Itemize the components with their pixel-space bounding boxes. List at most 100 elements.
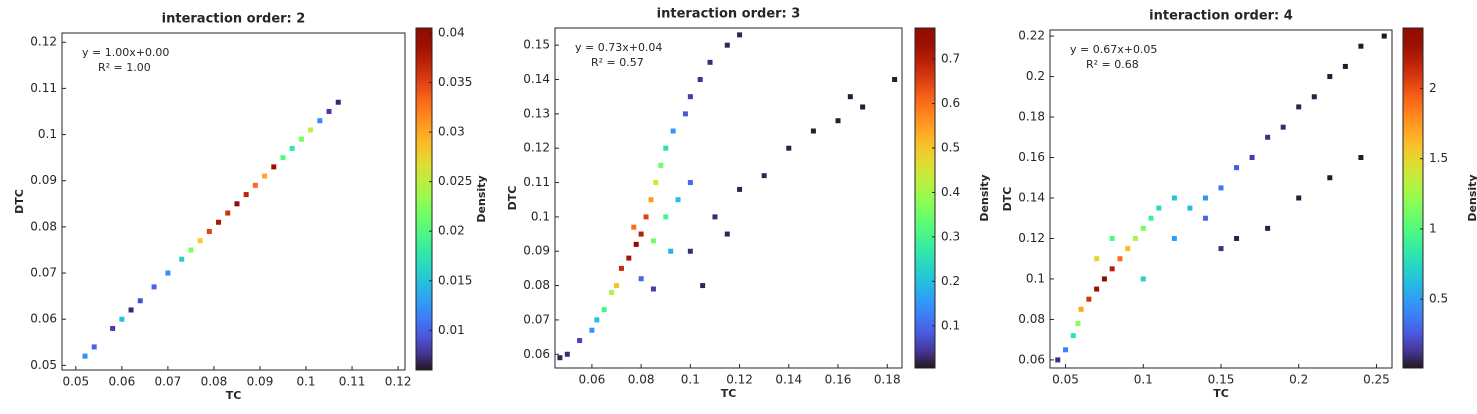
x-tick-label: 0.08 [201, 375, 228, 389]
y-tick-label: 0.06 [1018, 352, 1045, 366]
colorbar-tick-label: 1 [1429, 221, 1437, 235]
point [650, 238, 656, 244]
point [1140, 225, 1146, 231]
point [687, 180, 693, 186]
point [700, 283, 706, 289]
y-tick-label: 0.1 [38, 127, 57, 141]
point [737, 32, 743, 38]
y-tick-label: 0.09 [523, 244, 550, 258]
point [1218, 185, 1224, 191]
y-tick-label: 0.08 [30, 219, 57, 233]
point [687, 94, 693, 100]
x-tick-label: 0.05 [1052, 373, 1079, 387]
point [810, 128, 816, 134]
point [650, 286, 656, 292]
colorbar-tick-label: 0.2 [941, 274, 960, 288]
point [626, 255, 632, 261]
plot-area [1049, 29, 1393, 369]
y-axis-label: DTC [13, 189, 26, 214]
point [564, 351, 570, 357]
annotation: y = 0.73x+0.04 [575, 41, 662, 54]
y-tick-label: 0.14 [1018, 190, 1045, 204]
colorbar [1402, 27, 1424, 369]
x-tick-label: 0.15 [1208, 373, 1235, 387]
x-tick-label: 0.2 [1289, 373, 1308, 387]
colorbar-label: Density [1466, 174, 1477, 221]
point [1140, 276, 1146, 282]
point [1265, 225, 1271, 231]
colorbar-tick-label: 0.015 [438, 273, 472, 287]
point [82, 353, 88, 359]
x-tick-label: 0.1 [296, 375, 315, 389]
point [847, 94, 853, 100]
point [1234, 165, 1240, 171]
point [1156, 205, 1162, 211]
point [663, 145, 669, 151]
point [1086, 296, 1092, 302]
point [1296, 104, 1302, 110]
point [631, 224, 637, 230]
point [601, 307, 607, 313]
point [638, 231, 644, 237]
point [618, 265, 624, 271]
point [1265, 134, 1271, 140]
point [1117, 256, 1123, 262]
point [712, 214, 718, 220]
point [1171, 235, 1177, 241]
point [682, 111, 688, 117]
y-tick-label: 0.16 [1018, 150, 1045, 164]
y-axis-label: DTC [1001, 187, 1014, 212]
y-tick-label: 0.13 [523, 106, 550, 120]
y-tick-label: 0.18 [1018, 110, 1045, 124]
x-axis-label: TC [1213, 387, 1229, 400]
point [1094, 256, 1100, 262]
point [761, 173, 767, 179]
point [687, 248, 693, 254]
colorbar-label: Density [978, 174, 991, 221]
x-tick-label: 0.25 [1363, 373, 1390, 387]
y-tick-label: 0.12 [30, 35, 57, 49]
x-axis-label: TC [226, 389, 242, 402]
point [1202, 195, 1208, 201]
point [675, 197, 681, 203]
point [707, 59, 713, 65]
point [1218, 246, 1224, 252]
chart-title: interaction order: 4 [1149, 9, 1293, 24]
point [724, 231, 730, 237]
x-tick-label: 0.18 [874, 373, 901, 387]
point [835, 118, 841, 124]
colorbar-tick-label: 1.5 [1429, 151, 1448, 165]
y-tick-label: 0.11 [30, 81, 57, 95]
colorbar-tick-label: 0.5 [941, 141, 960, 155]
colorbar-tick-label: 0.5 [1429, 292, 1448, 306]
colorbar-tick-label: 0.035 [438, 75, 472, 89]
point [653, 180, 659, 186]
point [252, 182, 258, 188]
point [724, 42, 730, 48]
point [633, 241, 639, 247]
colorbar-tick-label: 0.1 [941, 318, 960, 332]
annotation: y = 1.00x+0.00 [82, 46, 169, 59]
y-tick-label: 0.07 [523, 312, 550, 326]
point [1101, 276, 1107, 282]
point [1342, 63, 1348, 69]
point [262, 173, 268, 179]
y-tick-label: 0.08 [523, 278, 550, 292]
point [670, 128, 676, 134]
point [1070, 333, 1076, 339]
colorbar-tick-label: 0.04 [438, 25, 465, 39]
point [1327, 74, 1333, 80]
colorbar-tick-label: 0.6 [941, 96, 960, 110]
point [648, 197, 654, 203]
x-tick-label: 0.1 [1134, 373, 1153, 387]
point [1234, 235, 1240, 241]
point [1063, 347, 1069, 353]
point [1109, 235, 1115, 241]
point [1187, 205, 1193, 211]
panel: 0.05 0.06 0.07 0.08 0.09 0.1 0.11 0.12 0.05 0.06 0… [13, 12, 488, 403]
colorbar-tick-label: 2 [1429, 81, 1437, 95]
y-tick-label: 0.1 [1026, 271, 1045, 285]
point [860, 104, 866, 110]
y-tick-label: 0.14 [523, 72, 550, 86]
